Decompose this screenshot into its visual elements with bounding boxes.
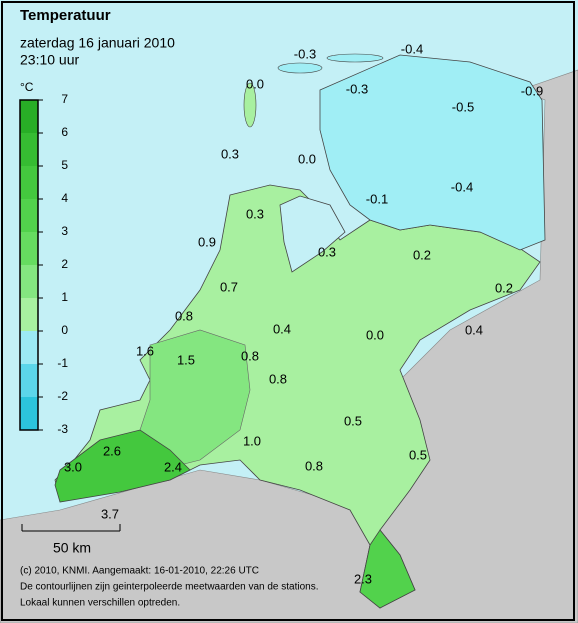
station-value: 0.3 bbox=[246, 206, 264, 221]
legend-tick-label: 0 bbox=[61, 323, 68, 337]
legend-tick-label: 3 bbox=[61, 224, 68, 238]
legend-tick-label: 7 bbox=[61, 92, 68, 106]
legend-band bbox=[20, 298, 38, 331]
station-value: 2.4 bbox=[164, 459, 182, 474]
legend-band bbox=[20, 232, 38, 265]
station-value: 1.6 bbox=[136, 343, 154, 358]
station-value: -0.9 bbox=[521, 83, 543, 98]
ijsselmeer bbox=[279, 195, 346, 273]
station-value: 0.0 bbox=[246, 76, 264, 91]
station-value: -0.3 bbox=[294, 46, 316, 61]
island bbox=[277, 62, 323, 74]
land-mid bbox=[139, 329, 251, 471]
station-value: 1.0 bbox=[243, 433, 261, 448]
island bbox=[243, 82, 257, 128]
legend-unit: °C bbox=[20, 80, 34, 94]
legend-tick-label: -1 bbox=[57, 356, 68, 370]
station-value: 0.4 bbox=[273, 321, 291, 336]
station-value: 0.2 bbox=[413, 247, 431, 262]
station-value: 0.8 bbox=[305, 458, 323, 473]
station-value: 0.0 bbox=[366, 327, 384, 342]
station-value: 0.3 bbox=[221, 146, 239, 161]
time: 23:10 uur bbox=[20, 52, 79, 68]
station-value: -0.4 bbox=[451, 179, 473, 194]
legend-band bbox=[20, 199, 38, 232]
legend-band bbox=[20, 364, 38, 397]
station-value: 2.3 bbox=[354, 571, 372, 586]
legend-band bbox=[20, 265, 38, 298]
station-value: 0.7 bbox=[220, 279, 238, 294]
legend-tick-label: -3 bbox=[57, 422, 68, 436]
footer-line: De contourlijnen zijn geinterpoleerde me… bbox=[20, 582, 319, 593]
legend-band bbox=[20, 133, 38, 166]
footer-line: Lokaal kunnen verschillen optreden. bbox=[20, 598, 180, 609]
legend-tick-label: 2 bbox=[61, 257, 68, 271]
legend-band bbox=[20, 100, 38, 133]
neighbour-land bbox=[0, 69, 578, 623]
scale-label: 50 km bbox=[53, 540, 91, 556]
station-value: 0.8 bbox=[269, 371, 287, 386]
legend-tick-label: -2 bbox=[57, 389, 68, 403]
legend-tick-label: 6 bbox=[61, 125, 68, 139]
station-value: 0.8 bbox=[241, 348, 259, 363]
subtitle: zaterdag 16 januari 2010 bbox=[20, 35, 175, 51]
station-value: 1.5 bbox=[177, 352, 195, 367]
station-value: 2.6 bbox=[103, 443, 121, 458]
station-value: 0.0 bbox=[298, 151, 316, 166]
station-value: 3.0 bbox=[64, 459, 82, 474]
legend-tick-label: 5 bbox=[61, 158, 68, 172]
station-value: -0.3 bbox=[346, 81, 368, 96]
station-value: 0.9 bbox=[198, 234, 216, 249]
station-value: 0.3 bbox=[318, 244, 336, 259]
station-value: 0.2 bbox=[495, 280, 513, 295]
legend-band bbox=[20, 166, 38, 199]
legend-tick-label: 4 bbox=[61, 191, 68, 205]
station-value: -0.1 bbox=[366, 191, 388, 206]
station-value: -0.5 bbox=[452, 99, 474, 114]
station-value: 3.7 bbox=[101, 506, 119, 521]
station-value: -0.4 bbox=[401, 41, 423, 56]
title: Temperatuur bbox=[20, 7, 111, 24]
legend-tick-label: 1 bbox=[61, 290, 68, 304]
land-south bbox=[54, 429, 191, 503]
land-limburg bbox=[359, 529, 416, 609]
footer-line: (c) 2010, KNMI. Aangemaakt: 16-01-2010, … bbox=[20, 566, 259, 577]
station-value: 0.5 bbox=[344, 413, 362, 428]
legend-band bbox=[20, 331, 38, 364]
land-cyan bbox=[319, 54, 546, 251]
station-value: 0.5 bbox=[409, 447, 427, 462]
station-value: 0.8 bbox=[175, 308, 193, 323]
island bbox=[326, 53, 384, 63]
legend-band bbox=[20, 397, 38, 430]
station-value: 0.4 bbox=[465, 322, 483, 337]
